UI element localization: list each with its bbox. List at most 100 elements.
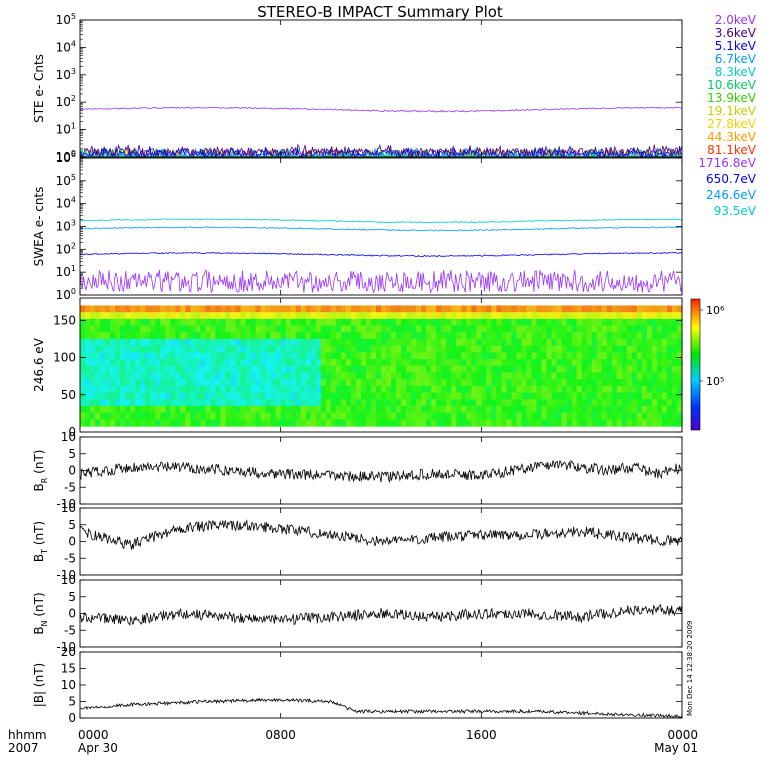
y-tick-label: 15 — [61, 662, 76, 676]
heatmap-cell — [576, 419, 583, 427]
heatmap-cell — [391, 372, 397, 380]
heatmap-cell — [591, 419, 598, 427]
heatmap-cell — [125, 405, 131, 414]
heatmap-cell — [95, 345, 101, 353]
heatmap-cell — [310, 372, 317, 380]
heatmap-cell — [305, 419, 312, 427]
heatmap-cell — [100, 365, 106, 374]
heatmap-cell — [391, 399, 397, 407]
heatmap-cell — [606, 325, 613, 333]
heatmap-cell — [631, 372, 638, 380]
heatmap-cell — [165, 338, 171, 347]
heatmap-cell — [541, 392, 548, 400]
heatmap-cell — [220, 379, 227, 387]
heatmap-cell — [381, 332, 387, 340]
heatmap-cell — [115, 419, 121, 427]
heatmap-cell — [561, 325, 568, 333]
heatmap-cell — [631, 338, 638, 347]
heatmap-cell — [170, 345, 176, 353]
heatmap-cell — [656, 372, 663, 380]
heatmap-cell — [501, 405, 508, 414]
heatmap-cell — [175, 325, 181, 333]
heatmap-cell — [521, 305, 528, 313]
heatmap-cell — [636, 345, 643, 353]
heatmap-cell — [631, 385, 638, 394]
heatmap-cell — [651, 345, 658, 353]
heatmap-cell — [220, 332, 227, 340]
y-axis-label-subscript: N — [40, 620, 49, 626]
heatmap-cell — [305, 332, 312, 340]
heatmap-cell — [370, 372, 377, 380]
heatmap-cell — [245, 338, 252, 347]
heatmap-cell — [305, 325, 312, 333]
y-tick-label: -10 — [56, 640, 76, 654]
heatmap-cell — [621, 345, 628, 353]
heatmap-cell — [160, 385, 166, 394]
heatmap-cell — [340, 365, 347, 374]
heatmap-cell — [305, 372, 312, 380]
heatmap-cell — [611, 318, 618, 327]
heatmap-cell — [250, 332, 257, 340]
heatmap-cell — [411, 392, 417, 400]
heatmap-cell — [581, 312, 588, 320]
heatmap-cell — [365, 338, 372, 347]
heatmap-cell — [456, 332, 462, 340]
heatmap-cell — [140, 365, 146, 374]
heatmap-cell — [225, 352, 232, 360]
heatmap-cell — [576, 305, 583, 313]
heatmap-cell — [406, 372, 412, 380]
heatmap-cell — [461, 318, 467, 327]
heatmap-cell — [401, 392, 407, 400]
heatmap-cell — [581, 345, 588, 353]
heatmap-cell — [95, 405, 101, 414]
heatmap-cell — [606, 345, 613, 353]
heatmap-cell — [365, 412, 372, 420]
panel-frame — [79, 507, 683, 576]
heatmap-cell — [305, 392, 312, 400]
heatmap-cell — [160, 345, 166, 353]
heatmap-cell — [411, 419, 417, 427]
heatmap-cell — [260, 305, 267, 313]
heatmap-cell — [596, 305, 603, 313]
heatmap-cell — [195, 325, 201, 333]
heatmap-cell — [190, 325, 196, 333]
y-tick-label: 10 — [61, 430, 76, 444]
heatmap-cell — [200, 365, 207, 374]
heatmap-cell — [195, 338, 201, 347]
heatmap-cell — [676, 365, 683, 374]
heatmap-cell — [621, 305, 628, 313]
heatmap-cell — [125, 312, 131, 320]
heatmap-cell — [315, 352, 322, 360]
heatmap-cell — [591, 405, 598, 414]
heatmap-cell — [80, 338, 86, 347]
heatmap-cell — [471, 419, 477, 427]
heatmap-cell — [666, 345, 673, 353]
heatmap-cell — [360, 392, 367, 400]
heatmap-cell — [566, 412, 573, 420]
heatmap-cell — [290, 419, 297, 427]
heatmap-cell — [506, 385, 513, 394]
heatmap-cell — [556, 372, 563, 380]
heatmap-cell — [471, 352, 477, 360]
heatmap-cell — [521, 352, 528, 360]
heatmap-cell — [656, 392, 663, 400]
heatmap-cell — [355, 365, 362, 374]
heatmap-cell — [666, 385, 673, 394]
heatmap-cell — [431, 325, 437, 333]
heatmap-cell — [265, 399, 272, 407]
heatmap-cell — [401, 365, 407, 374]
heatmap-cell — [621, 338, 628, 347]
panel-frame — [79, 157, 683, 296]
heatmap-cell — [621, 385, 628, 394]
heatmap-cell — [145, 305, 151, 313]
heatmap-cell — [225, 305, 232, 313]
heatmap-cell — [601, 352, 608, 360]
heatmap-cell — [521, 318, 528, 327]
legend-ste-27.8keV: 27.8keV — [707, 117, 757, 131]
heatmap-cell — [526, 318, 533, 327]
heatmap-cell — [516, 405, 523, 414]
heatmap-cell — [416, 392, 422, 400]
y-tick-label: -10 — [56, 568, 76, 582]
heatmap-cell — [491, 359, 497, 367]
heatmap-cell — [275, 345, 282, 353]
